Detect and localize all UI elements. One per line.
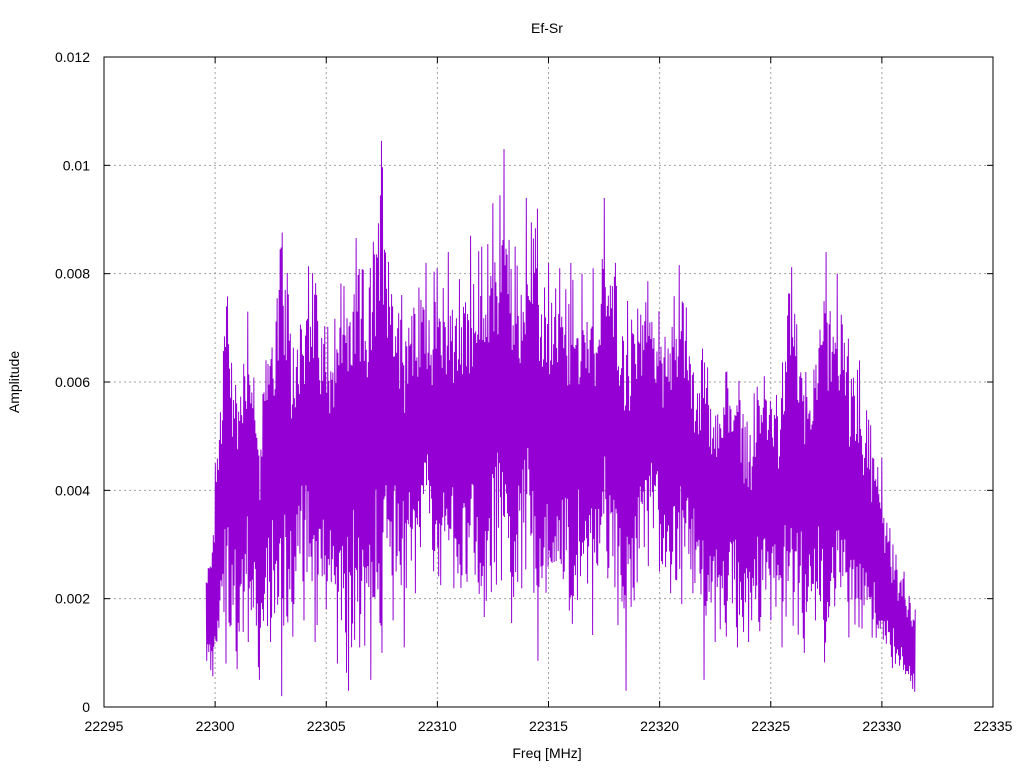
x-tick-label: 22300 [196,718,235,734]
y-tick-label: 0.004 [55,482,90,498]
y-tick-labels: 0 0.002 0.004 0.006 0.008 0.01 0.012 [55,49,90,715]
series-layer [205,140,916,697]
y-tick-label: 0.008 [55,266,90,282]
chart-title: Ef-Sr [531,20,563,36]
y-tick-label: 0.002 [55,591,90,607]
x-tick-label: 22320 [640,718,679,734]
series-line [205,140,916,697]
y-tick-label: 0.006 [55,374,90,390]
x-tick-label: 22315 [529,718,568,734]
x-tick-label: 22310 [418,718,457,734]
x-tick-label: 22325 [751,718,790,734]
x-tick-labels: 22295 22300 22305 22310 22315 22320 22325 22330… [85,718,1013,734]
x-tick-label: 22335 [974,718,1013,734]
y-axis-title: Amplitude [6,351,22,413]
axis-ticks [103,56,994,708]
y-tick-label: 0.012 [55,49,90,65]
x-tick-label: 22305 [307,718,346,734]
x-tick-label: 22295 [85,718,124,734]
x-axis-title: Freq [MHz] [512,745,581,761]
x-tick-label: 22330 [862,718,901,734]
y-tick-label: 0.01 [63,157,90,173]
y-tick-label: 0 [82,699,90,715]
